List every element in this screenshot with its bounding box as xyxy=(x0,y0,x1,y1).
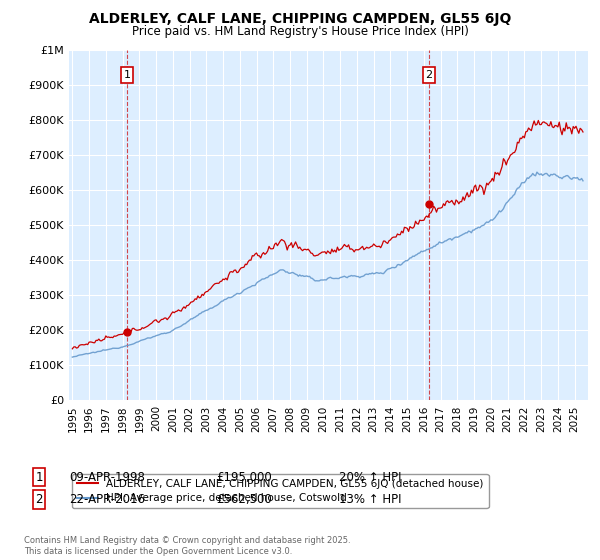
Text: 22-APR-2016: 22-APR-2016 xyxy=(69,493,145,506)
Text: £195,000: £195,000 xyxy=(216,470,272,484)
Text: 1: 1 xyxy=(124,70,131,80)
Text: 2: 2 xyxy=(35,493,43,506)
Text: ALDERLEY, CALF LANE, CHIPPING CAMPDEN, GL55 6JQ: ALDERLEY, CALF LANE, CHIPPING CAMPDEN, G… xyxy=(89,12,511,26)
Text: Price paid vs. HM Land Registry's House Price Index (HPI): Price paid vs. HM Land Registry's House … xyxy=(131,25,469,38)
Text: 2: 2 xyxy=(425,70,433,80)
Text: 09-APR-1998: 09-APR-1998 xyxy=(69,470,145,484)
Text: 1: 1 xyxy=(35,470,43,484)
Text: Contains HM Land Registry data © Crown copyright and database right 2025.
This d: Contains HM Land Registry data © Crown c… xyxy=(24,536,350,556)
Text: 13% ↑ HPI: 13% ↑ HPI xyxy=(339,493,401,506)
Legend: ALDERLEY, CALF LANE, CHIPPING CAMPDEN, GL55 6JQ (detached house), HPI: Average p: ALDERLEY, CALF LANE, CHIPPING CAMPDEN, G… xyxy=(71,474,488,508)
Text: 20% ↑ HPI: 20% ↑ HPI xyxy=(339,470,401,484)
Text: £562,500: £562,500 xyxy=(216,493,272,506)
